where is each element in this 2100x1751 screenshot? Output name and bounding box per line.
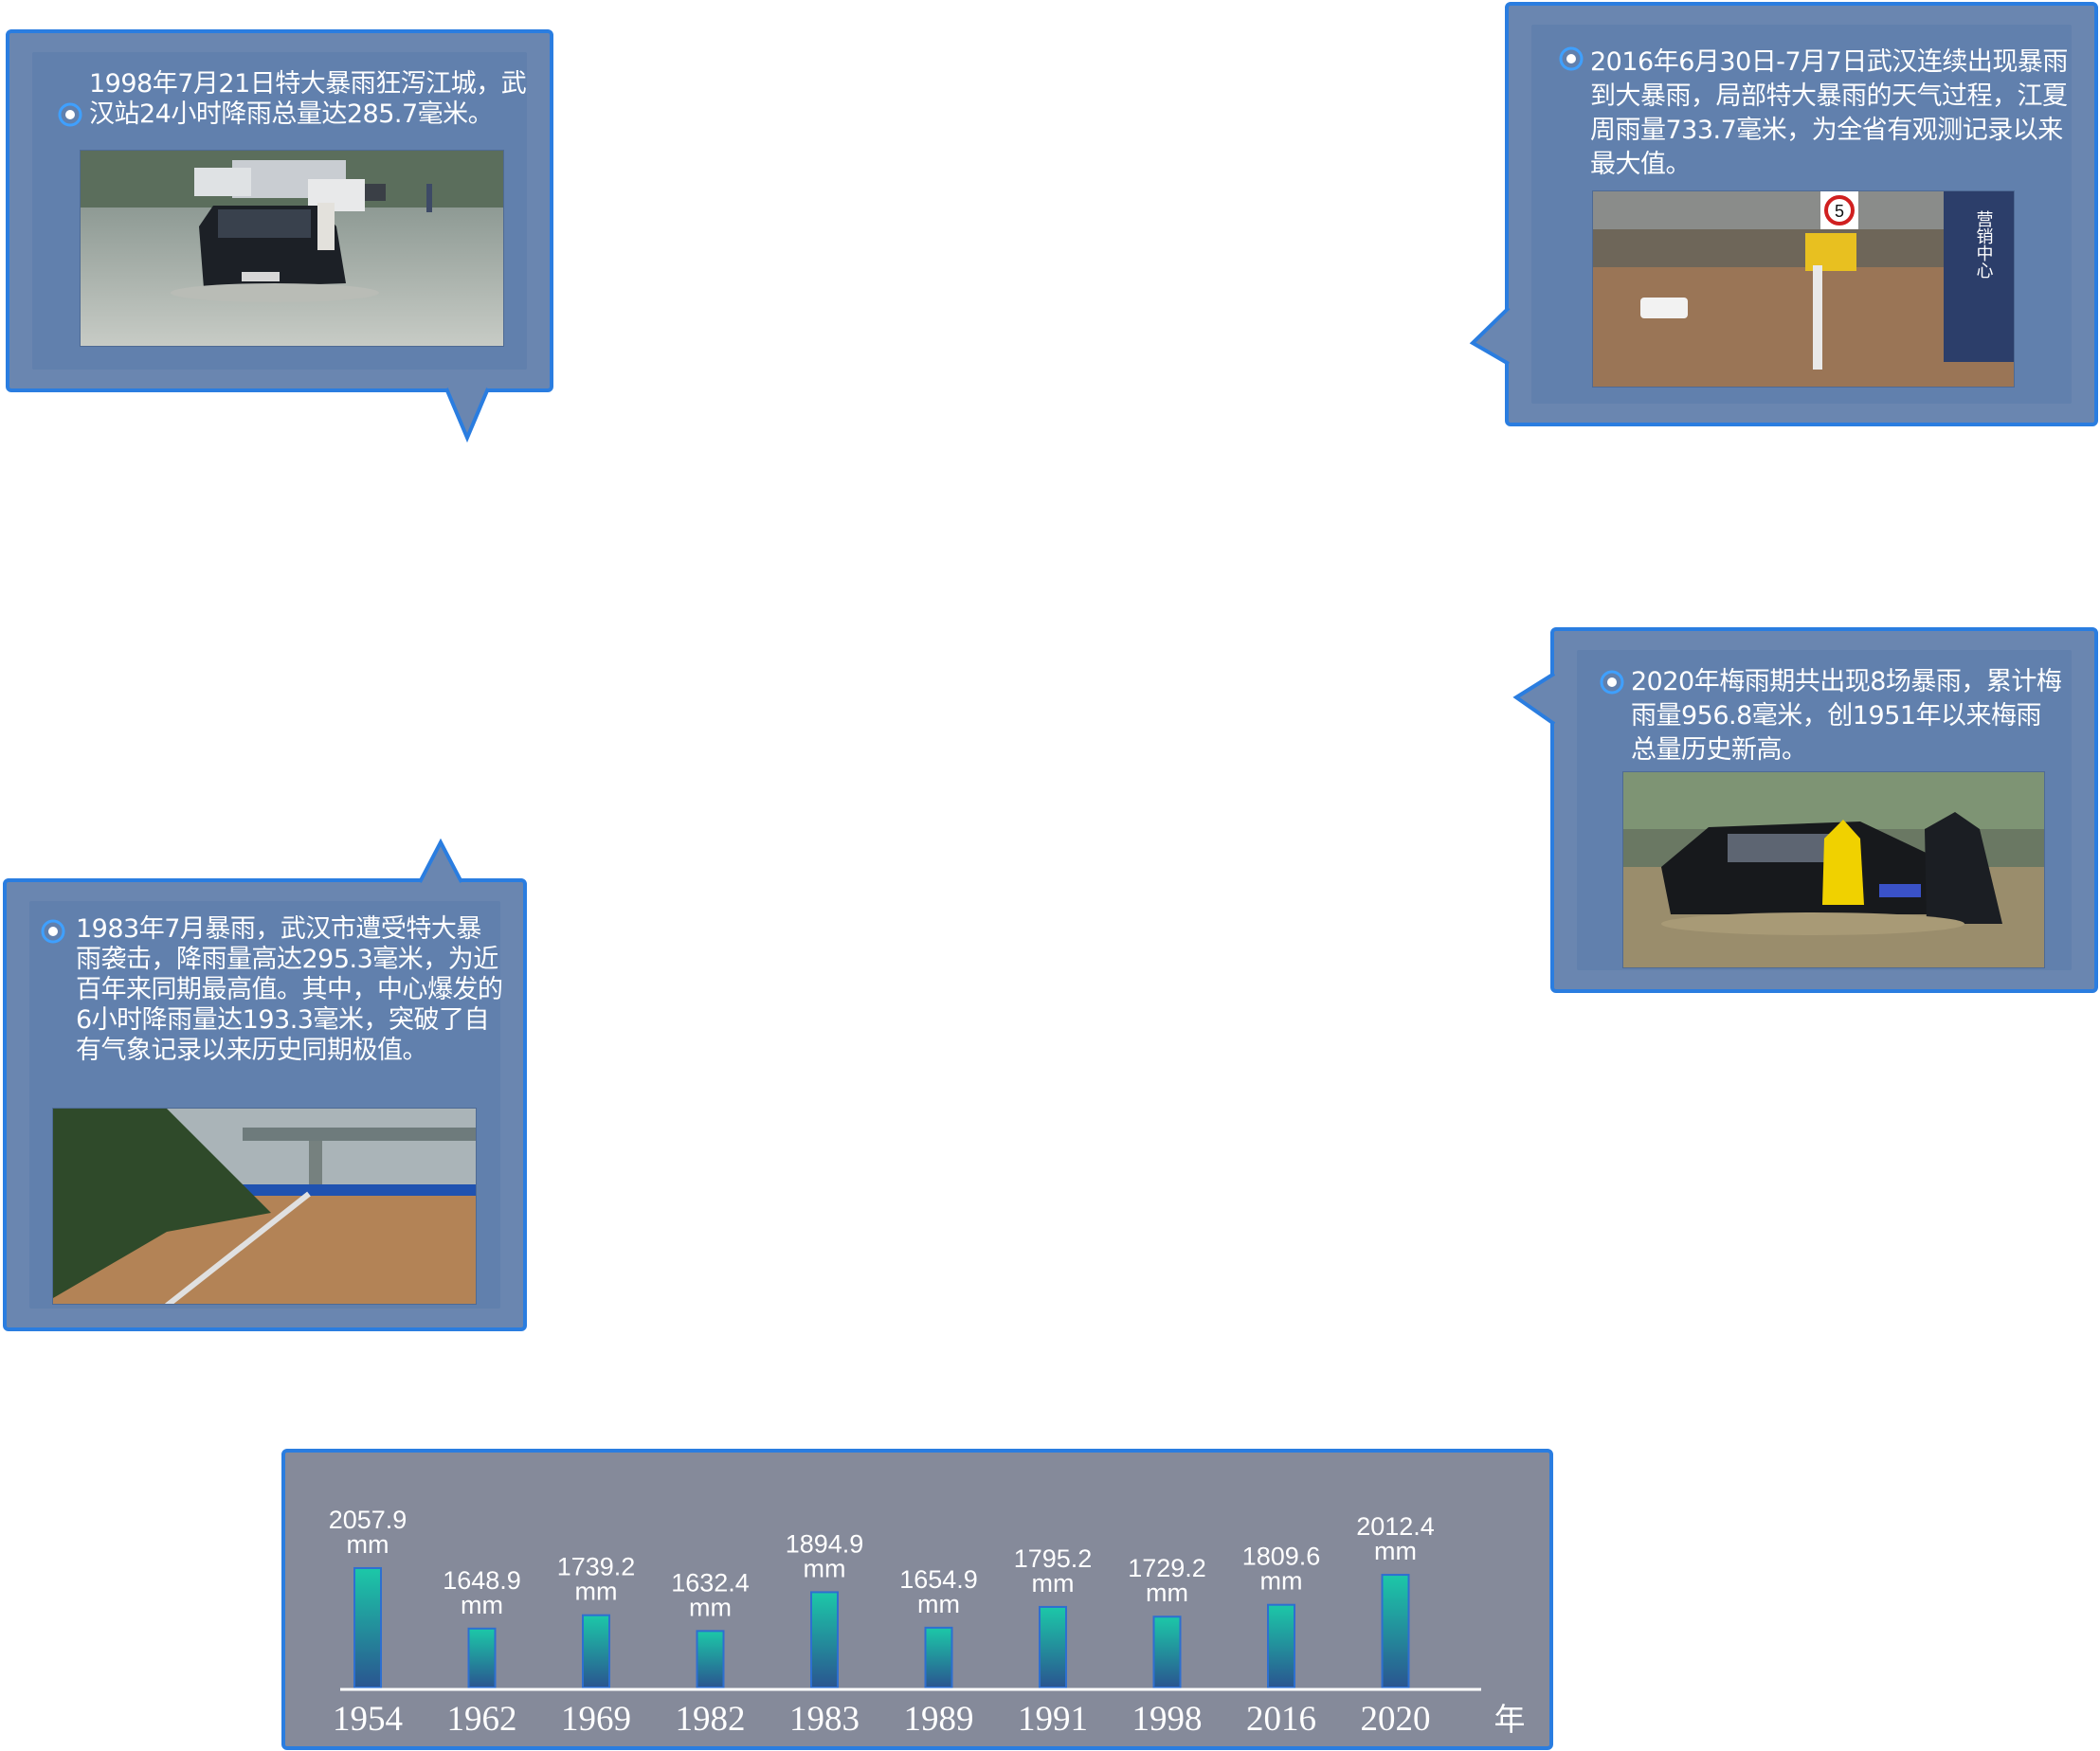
flood-photo-2016: 5 营销中心 (1592, 190, 2015, 388)
unit-label-1962: mm (461, 1591, 503, 1619)
tick-label-2020: 2020 (1361, 1700, 1431, 1739)
unit-label-2020: mm (1374, 1537, 1417, 1565)
callout-1983-text: 1983年7月暴雨，武汉市遭受特大暴雨袭击，降雨量高达295.3毫米，为近百年来… (76, 914, 503, 1065)
value-label-1962: 1648.9 (443, 1566, 521, 1595)
target-icon (41, 919, 65, 944)
rainfall-bar-chart: 2057.9mm19541648.9mm19621739.2mm19691632… (329, 1506, 1526, 1739)
value-label-1991: 1795.2 (1014, 1544, 1093, 1573)
unit-label-1983: mm (804, 1554, 846, 1582)
callout-2020-pointer (1512, 672, 1556, 726)
bar-1991 (1039, 1605, 1067, 1689)
bar-2016 (1267, 1603, 1295, 1688)
target-icon (1600, 670, 1624, 695)
callout-1983-pointer (418, 839, 463, 883)
bar-2020 (1381, 1574, 1410, 1688)
target-icon (58, 102, 82, 127)
value-label-1983: 1894.9 (786, 1529, 864, 1558)
callout-1998-pointer (444, 388, 490, 442)
tick-label-1954: 1954 (333, 1700, 403, 1739)
bar-1962 (467, 1627, 497, 1689)
callout-1983: 1983年7月暴雨，武汉市遭受特大暴雨袭击，降雨量高达295.3毫米，为近百年来… (3, 878, 527, 1331)
value-label-1982: 1632.4 (671, 1568, 750, 1597)
value-label-2016: 1809.6 (1242, 1543, 1321, 1571)
value-label-1954: 2057.9 (329, 1506, 407, 1534)
tick-label-1991: 1991 (1018, 1700, 1088, 1739)
tick-label-1962: 1962 (447, 1700, 517, 1739)
tick-label-1998: 1998 (1132, 1700, 1203, 1739)
value-label-1969: 1739.2 (557, 1553, 636, 1581)
tick-label-2016: 2016 (1246, 1700, 1316, 1739)
x-unit-label: 年 (1494, 1701, 1526, 1738)
callout-2016-text: 2016年6月30日-7月7日武汉连续出现暴雨到大暴雨，局部特大暴雨的天气过程，… (1590, 47, 2068, 179)
unit-label-1982: mm (689, 1593, 732, 1621)
bar-1969 (582, 1614, 610, 1688)
callout-1998-text: 1998年7月21日特大暴雨狂泻江城，武汉站24小时降雨总量达285.7毫米。 (89, 69, 527, 129)
callout-1998: 1998年7月21日特大暴雨狂泻江城，武汉站24小时降雨总量达285.7毫米。 (6, 29, 553, 392)
tick-label-1983: 1983 (789, 1700, 860, 1739)
unit-label-1998: mm (1146, 1579, 1188, 1607)
speed-limit-sign-text: 5 (1835, 202, 1844, 221)
tick-label-1989: 1989 (904, 1700, 974, 1739)
tick-label-1982: 1982 (676, 1700, 746, 1739)
value-label-2020: 2012.4 (1356, 1512, 1435, 1541)
tick-label-1969: 1969 (561, 1700, 631, 1739)
target-icon (1559, 46, 1584, 71)
callout-2016: 2016年6月30日-7月7日武汉连续出现暴雨到大暴雨，局部特大暴雨的天气过程，… (1505, 2, 2098, 426)
unit-label-1991: mm (1032, 1569, 1075, 1598)
flood-photo-1998 (80, 150, 504, 347)
bar-1982 (696, 1630, 725, 1688)
bar-1983 (810, 1591, 839, 1688)
callout-2020-text: 2020年梅雨期共出现8场暴雨，累计梅雨量956.8毫米，创1951年以来梅雨总… (1631, 667, 2062, 765)
flood-photo-2020 (1622, 771, 2045, 968)
unit-label-1969: mm (575, 1578, 618, 1606)
value-label-1989: 1654.9 (899, 1565, 978, 1594)
bar-1998 (1152, 1616, 1182, 1688)
value-label-1998: 1729.2 (1128, 1554, 1206, 1582)
rainfall-bar-chart-panel: 2057.9 mm 1954 1648.9 mm 1962 1739.2 mm 1969 1632… (281, 1449, 1553, 1750)
callout-2016-pointer (1469, 306, 1511, 366)
flood-photo-1983 (52, 1108, 477, 1305)
building-sign-text: 营销中心 (1974, 210, 1994, 279)
unit-label-2016: mm (1260, 1567, 1303, 1596)
bar-1954 (353, 1566, 382, 1688)
callout-2020: 2020年梅雨期共出现8场暴雨，累计梅雨量956.8毫米，创1951年以来梅雨总… (1550, 627, 2098, 993)
unit-label-1954: mm (347, 1530, 389, 1559)
bar-1989 (924, 1626, 953, 1688)
unit-label-1989: mm (917, 1590, 960, 1618)
